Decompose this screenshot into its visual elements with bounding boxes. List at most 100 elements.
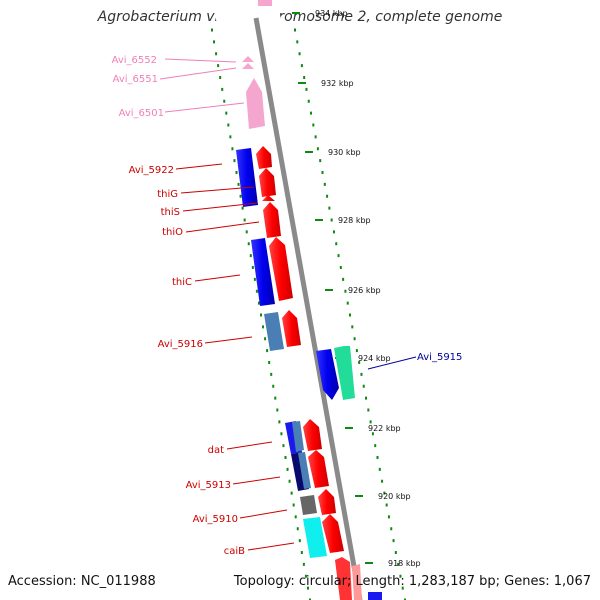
outer-scale-dot (344, 289, 347, 293)
gene-top-stub[interactable] (258, 0, 272, 6)
inner-scale-dot (296, 527, 299, 531)
outer-scale-dot (365, 396, 368, 400)
inner-scale-dot (229, 135, 232, 139)
outer-scale-dot (294, 28, 296, 32)
gene-bottom-blue[interactable] (368, 592, 382, 600)
inner-scale-dot (302, 562, 305, 566)
outer-scale-dot (296, 40, 299, 44)
inner-scale-dot (255, 289, 258, 293)
gene-avi-5915[interactable] (316, 349, 339, 400)
outer-scale-dot (332, 230, 335, 234)
map-title: Agrobacterium vitis S4 chromosome 2, com… (97, 9, 503, 25)
gene-avi-6501[interactable] (246, 78, 265, 129)
outer-scale-dot (390, 527, 393, 531)
leader-avi-6552 (164, 58, 237, 63)
inner-scale-dot (257, 301, 260, 305)
label-avi-6551[interactable]: Avi_6551 (113, 74, 158, 85)
tick-label: 934 kbp (315, 9, 348, 18)
gene-avi-6551[interactable] (242, 63, 254, 69)
gene-avi-5916-steel[interactable] (264, 312, 284, 351)
gene-avi-5913-steel[interactable] (298, 452, 311, 489)
leader-avi-5915 (367, 356, 417, 370)
outer-scale-dot (346, 301, 349, 305)
gene-avi-5922-red[interactable] (256, 146, 272, 169)
inner-scale-dot (274, 396, 277, 400)
label-avi-6552[interactable]: Avi_6552 (112, 55, 157, 66)
label-thig[interactable]: thiG (157, 189, 178, 200)
outer-scale-dot (351, 325, 354, 329)
gene-dat-red[interactable] (303, 419, 322, 451)
outer-scale-dot (383, 491, 386, 495)
tick-label: 920 kbp (378, 492, 411, 501)
inner-scale-dot (270, 372, 273, 376)
label-avi-5913[interactable]: Avi_5913 (186, 480, 231, 491)
gene-caib-cyan[interactable] (303, 517, 327, 558)
label-dat[interactable]: dat (208, 445, 224, 456)
inner-scale-dot (306, 586, 309, 590)
inner-scale-dot (235, 171, 238, 174)
inner-scale-dot (264, 337, 267, 341)
label-thic[interactable]: thiC (172, 277, 192, 288)
inner-scale-dot (278, 420, 281, 424)
label-avi-5915[interactable]: Avi_5915 (417, 352, 462, 363)
inner-scale-dot (243, 218, 246, 222)
gene-avi-5910-gray[interactable] (300, 495, 317, 515)
gene-avi-5922-blue[interactable] (236, 148, 258, 207)
gene-dat-steel[interactable] (292, 421, 304, 452)
label-this[interactable]: thiS (161, 207, 180, 218)
outer-scale-dot (328, 206, 331, 210)
outer-scale-dot (378, 467, 381, 471)
leader-this (182, 202, 258, 212)
gene-bottom-red[interactable] (335, 557, 352, 600)
inner-scale-dot (223, 99, 226, 103)
gene-avi-5916-red[interactable] (282, 310, 301, 347)
gene-thic-red[interactable] (269, 237, 293, 301)
outer-scale-dot (349, 313, 351, 317)
outer-scale-dot (314, 135, 317, 139)
tick-label: 918 kbp (388, 559, 421, 568)
label-caib[interactable]: caiB (224, 546, 245, 557)
outer-scale-dot (367, 408, 370, 412)
label-avi-5922[interactable]: Avi_5922 (129, 165, 174, 176)
label-avi-5910[interactable]: Avi_5910 (193, 514, 238, 525)
gene-avi-5910-red[interactable] (318, 489, 336, 515)
outer-scale-dot (326, 194, 329, 198)
inner-scale-dot (266, 349, 269, 353)
outer-scale-dot (401, 586, 404, 590)
label-avi-5916[interactable]: Avi_5916 (158, 339, 203, 350)
inner-scale-dot (298, 539, 301, 543)
outer-scale-dot (305, 87, 308, 91)
inner-scale-dot (286, 467, 289, 471)
label-thio[interactable]: thiO (162, 227, 183, 238)
leader-avi-5910 (239, 509, 288, 519)
gene-thio[interactable] (263, 202, 281, 238)
inner-scale-dot (284, 456, 287, 459)
gene-caib-red[interactable] (322, 514, 344, 553)
outer-scale-dot (339, 266, 342, 269)
outer-scale (294, 28, 406, 600)
outer-scale-dot (376, 456, 379, 459)
gene-avi-5913-red[interactable] (308, 450, 329, 488)
gene-bottom-pink[interactable] (352, 564, 362, 600)
inner-scale-dot (219, 76, 222, 79)
gene-this[interactable] (262, 195, 275, 201)
outer-scale-dot (371, 432, 374, 436)
inner-scale-dot (225, 111, 228, 115)
inner-scale-dot (227, 123, 230, 127)
outer-scale-dot (335, 242, 338, 246)
inner-scale-dot (276, 408, 279, 412)
tick-labels: 934 kbp 932 kbp 930 kbp 928 kbp 926 kbp 924 k… (292, 9, 421, 568)
gene-avi-6552[interactable] (242, 56, 254, 62)
gene-thig[interactable] (259, 168, 276, 197)
tick-label: 926 kbp (348, 286, 381, 295)
leader-avi-6501 (164, 102, 245, 113)
outer-scale-dot (310, 111, 313, 115)
outer-scale-dot (321, 171, 324, 174)
backbone-line (253, 17, 363, 600)
gene-avi-5915-green[interactable] (334, 346, 355, 400)
outer-scale-dot (387, 515, 390, 519)
tick-label: 922 kbp (368, 424, 401, 433)
label-avi-6501[interactable]: Avi_6501 (119, 108, 164, 119)
gene-thic-blue[interactable] (251, 238, 275, 306)
